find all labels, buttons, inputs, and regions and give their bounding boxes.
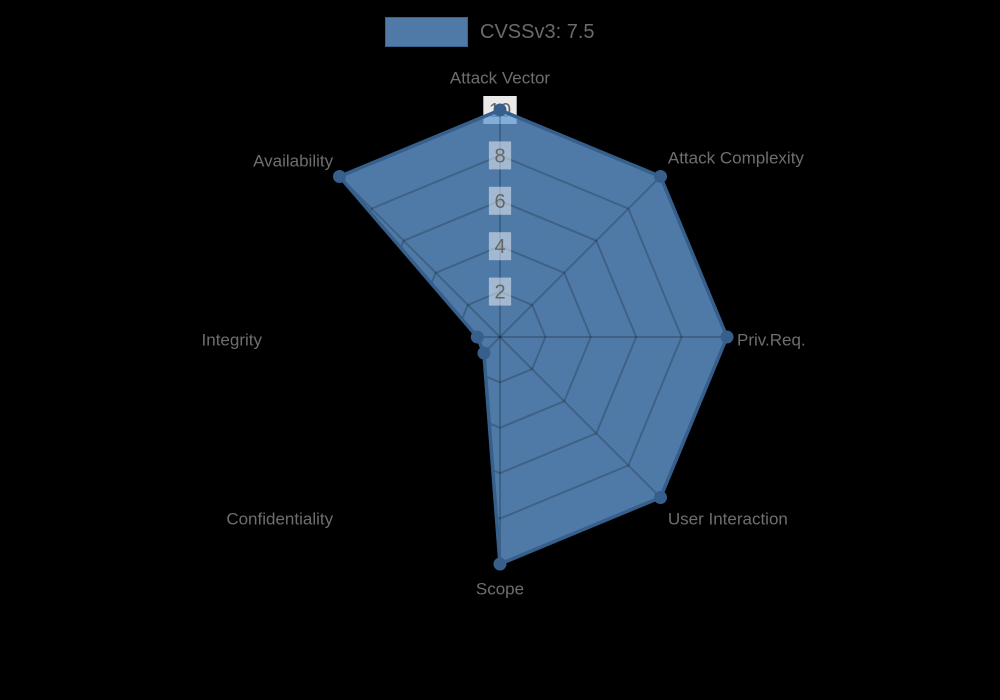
tick-backdrop [488, 186, 512, 215]
axis-label-user-interaction: User Interaction [668, 509, 788, 528]
tick-backdrop [488, 232, 512, 261]
radar-point-dot [654, 491, 668, 505]
legend-label[interactable]: CVSSv3: 7.5 [480, 21, 595, 43]
tick-label: 4 [494, 236, 505, 258]
axis-label-attack-complexity: Attack Complexity [668, 149, 805, 168]
radar-point-dot [493, 103, 507, 117]
tick-label: 8 [494, 145, 505, 167]
radar-point-dot [470, 330, 484, 344]
axis-label-confidentiality: Confidentiality [226, 509, 333, 528]
axis-label-integrity: Integrity [202, 331, 263, 350]
tick-label: 2 [494, 282, 505, 304]
radar-point-dot [477, 346, 491, 360]
radar-point-dot [720, 330, 734, 344]
radar-axis-spoke [499, 336, 662, 499]
axis-label-scope: Scope [476, 580, 524, 599]
radar-axis-spoke [339, 336, 501, 499]
tick-backdrop [488, 277, 512, 306]
radar-axis-spoke [339, 175, 501, 338]
radar-point-dot [332, 169, 346, 183]
tick-backdrop [488, 141, 512, 170]
radar-fill-polygon [339, 110, 727, 564]
radar-axis-spoke [499, 175, 662, 338]
tick-label: 6 [494, 191, 505, 213]
radar-point-dot [654, 169, 668, 183]
radar-grid-ring [453, 290, 547, 384]
axis-label-attack-vector: Attack Vector [450, 69, 550, 88]
axis-label-availability: Availability [253, 152, 334, 171]
axis-label-priv-req: Priv.Req. [737, 331, 806, 350]
radar-point-dot [493, 557, 507, 571]
legend-swatch[interactable] [385, 17, 468, 47]
legend-item[interactable]: CVSSv3: 7.5 [385, 17, 595, 47]
